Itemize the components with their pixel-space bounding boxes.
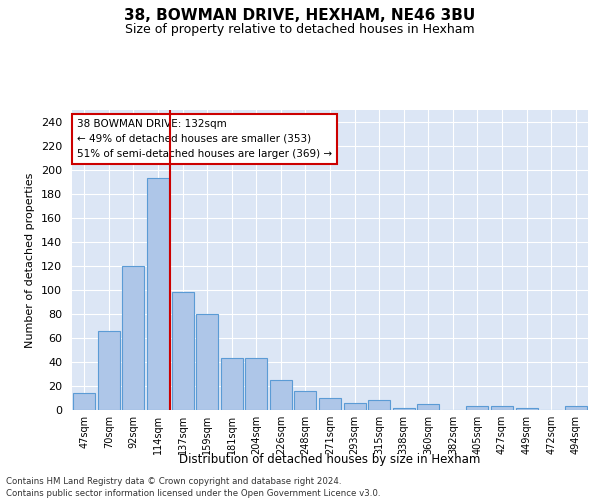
Bar [417,404,439,410]
Text: Contains HM Land Registry data © Crown copyright and database right 2024.: Contains HM Land Registry data © Crown c… [6,478,341,486]
Bar [196,314,218,410]
Bar [368,400,390,410]
Bar [172,292,194,410]
Bar [122,266,145,410]
Bar [392,408,415,410]
Bar [319,398,341,410]
Bar [515,408,538,410]
Text: Distribution of detached houses by size in Hexham: Distribution of detached houses by size … [179,452,481,466]
Bar [344,403,365,410]
Y-axis label: Number of detached properties: Number of detached properties [25,172,35,348]
Bar [245,358,268,410]
Text: 38, BOWMAN DRIVE, HEXHAM, NE46 3BU: 38, BOWMAN DRIVE, HEXHAM, NE46 3BU [124,8,476,22]
Bar [98,331,120,410]
Bar [147,178,169,410]
Bar [73,393,95,410]
Bar [295,391,316,410]
Bar [466,406,488,410]
Text: Contains public sector information licensed under the Open Government Licence v3: Contains public sector information licen… [6,489,380,498]
Bar [270,380,292,410]
Text: 38 BOWMAN DRIVE: 132sqm
← 49% of detached houses are smaller (353)
51% of semi-d: 38 BOWMAN DRIVE: 132sqm ← 49% of detache… [77,119,332,158]
Bar [221,358,243,410]
Text: Size of property relative to detached houses in Hexham: Size of property relative to detached ho… [125,22,475,36]
Bar [491,406,513,410]
Bar [565,406,587,410]
